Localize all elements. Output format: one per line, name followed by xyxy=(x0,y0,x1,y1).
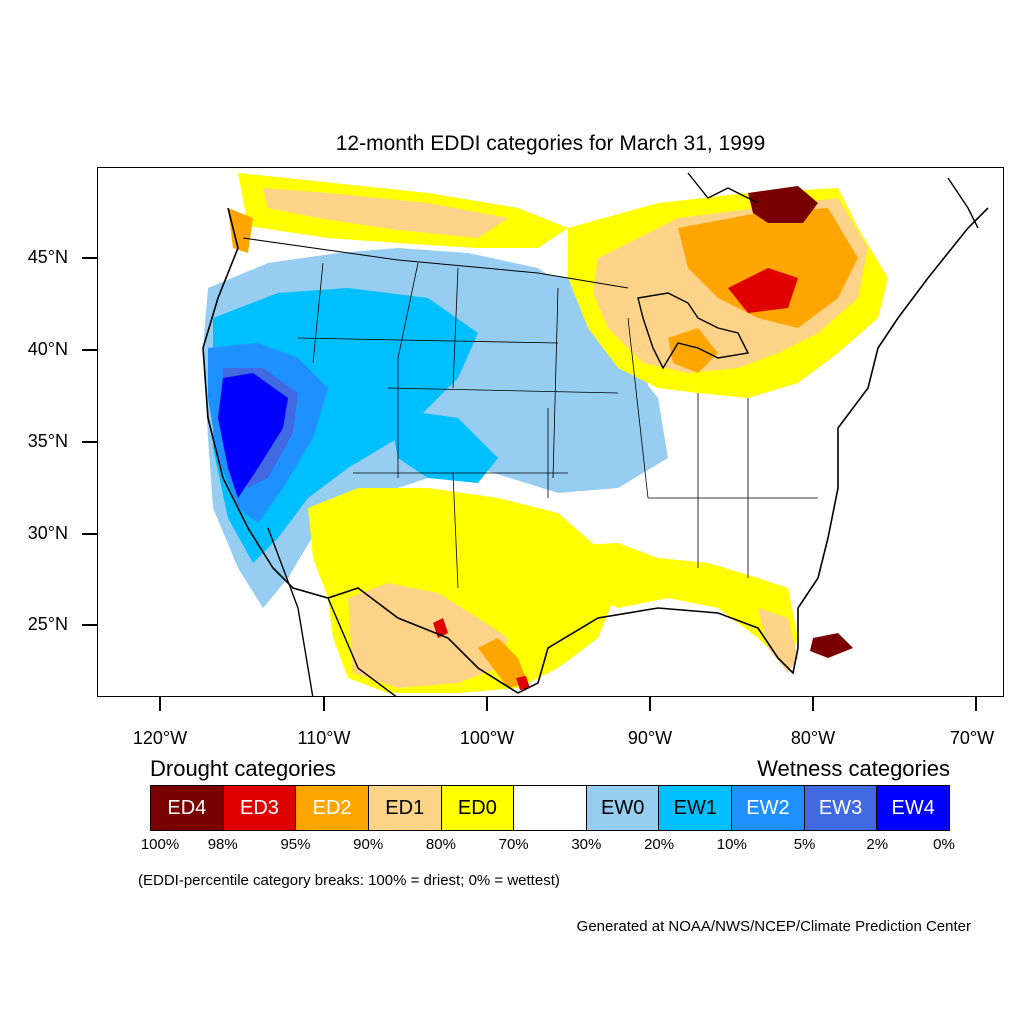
legend-swatch-ed0: ED0 xyxy=(441,786,515,830)
plains-blue xyxy=(388,408,498,483)
legend-swatch-neutral xyxy=(514,786,587,830)
tx-red2 xyxy=(516,676,530,690)
credit-line: Generated at NOAA/NWS/NCEP/Climate Predi… xyxy=(576,918,971,935)
sw-tan xyxy=(348,583,508,688)
lat-label: 40°N xyxy=(27,339,68,359)
legend-break-label: 95% xyxy=(280,836,311,853)
us-outline xyxy=(202,207,989,694)
legend-swatch-ew0: EW0 xyxy=(586,786,660,830)
lon-tick-80 xyxy=(812,697,814,711)
gulf-yellow xyxy=(528,543,798,668)
legend-swatch-ed1: ED1 xyxy=(368,786,442,830)
lat-tick-35 xyxy=(82,441,97,443)
canada-orange-west xyxy=(263,188,508,238)
legend-swatch-ed2: ED2 xyxy=(296,786,369,830)
legend-swatch-ew3: EW3 xyxy=(804,786,878,830)
legend-break-label: 0% xyxy=(933,836,955,853)
lon-tick-100 xyxy=(486,697,488,711)
mexico-lines xyxy=(267,527,397,696)
lat-label: 35°N xyxy=(27,431,68,451)
legend-break-label: 98% xyxy=(207,836,238,853)
legend-swatch-ew2: EW2 xyxy=(732,786,805,830)
lon-label: 100°W xyxy=(459,728,515,748)
legend-break-label: 70% xyxy=(498,836,529,853)
lon-tick-90 xyxy=(649,697,651,711)
lon-label: 120°W xyxy=(132,728,188,748)
legend-break-label: 100% xyxy=(140,836,180,853)
wa-orange xyxy=(228,208,253,253)
legend-break-label: 5% xyxy=(793,836,816,853)
caribbean-dots xyxy=(810,633,853,658)
legend-break-label: 20% xyxy=(644,836,675,853)
drought-heading: Drought categories xyxy=(150,756,336,781)
lat-tick-30 xyxy=(82,533,97,535)
map-plot-area xyxy=(97,167,1004,697)
lat-tick-25 xyxy=(82,624,97,626)
lat-tick-40 xyxy=(82,349,97,351)
lon-label: 110°W xyxy=(297,728,351,748)
mi-orange xyxy=(668,328,718,373)
map-title: 12-month EDDI categories for March 31, 1… xyxy=(335,132,766,155)
lon-label: 90°W xyxy=(627,728,673,748)
map-canvas xyxy=(202,172,989,696)
lon-tick-110 xyxy=(323,697,325,711)
lon-label: 70°W xyxy=(949,728,995,748)
west-deepblue xyxy=(218,373,288,498)
great-lakes xyxy=(637,292,750,370)
legend-break-label: 2% xyxy=(866,836,889,853)
legend-colorbar: ED4 ED3 ED2 ED1 ED0 EW0 EW1 EW2 EW3 EW4 xyxy=(150,785,950,831)
canada-border xyxy=(242,237,629,289)
lat-tick-45 xyxy=(82,257,97,259)
legend-swatch-ew4: EW4 xyxy=(877,786,950,830)
hudson-coast xyxy=(687,172,979,229)
legend-break-label: 10% xyxy=(716,836,747,853)
lon-label: 80°W xyxy=(790,728,836,748)
category-note: (EDDI-percentile category breaks: 100% =… xyxy=(138,872,560,889)
lat-label: 45°N xyxy=(27,247,68,267)
legend-swatch-ed3: ED3 xyxy=(223,786,297,830)
tx-orange xyxy=(478,638,528,688)
lat-label: 30°N xyxy=(27,523,68,543)
ne-red xyxy=(728,268,798,313)
wetness-heading: Wetness categories xyxy=(757,756,950,781)
lon-tick-70 xyxy=(975,697,977,711)
ne-darkred xyxy=(748,186,818,223)
lon-tick-120 xyxy=(159,697,161,711)
legend-swatch-ed4: ED4 xyxy=(151,786,224,830)
legend-break-label: 90% xyxy=(353,836,384,853)
legend-break-label: 30% xyxy=(571,836,602,853)
legend-break-label: 80% xyxy=(425,836,456,853)
lat-label: 25°N xyxy=(27,614,68,634)
legend-swatch-ew1: EW1 xyxy=(659,786,733,830)
florida-tan xyxy=(758,608,798,673)
state-lines xyxy=(297,262,818,589)
